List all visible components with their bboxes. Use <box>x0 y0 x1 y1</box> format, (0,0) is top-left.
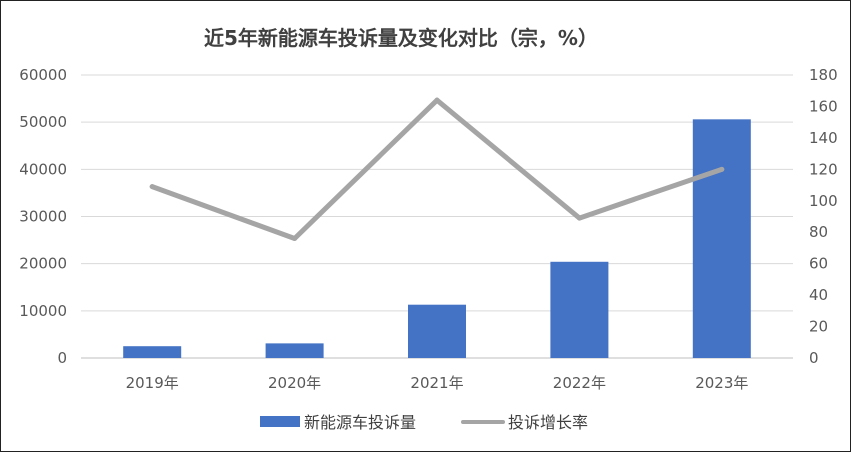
line-point <box>149 184 155 190</box>
bar <box>692 119 751 358</box>
line-point <box>292 236 298 242</box>
right-axis-tick-label: 80 <box>809 223 828 241</box>
line-point <box>434 97 440 103</box>
left-axis-tick-label: 40000 <box>19 160 67 178</box>
right-axis-tick-label: 60 <box>809 255 828 273</box>
line-point <box>576 215 582 221</box>
right-axis-tick-label: 120 <box>809 160 838 178</box>
line-series <box>149 97 725 242</box>
left-axis-tick-label: 20000 <box>19 255 67 273</box>
bar <box>265 343 324 358</box>
right-axis-tick-label: 180 <box>809 66 838 84</box>
left-axis-tick-label: 10000 <box>19 302 67 320</box>
left-axis-tick-label: 60000 <box>19 66 67 84</box>
right-axis-tick-label: 100 <box>809 192 838 210</box>
x-axis-tick-label: 2019年 <box>126 374 179 392</box>
right-axis-ticks: 0 20 40 60 80 100 120 140 160 180 <box>809 66 838 367</box>
bar <box>123 346 182 358</box>
right-axis-tick-label: 20 <box>809 318 828 336</box>
left-axis-ticks: 0 10000 20000 30000 40000 50000 60000 <box>19 66 67 367</box>
bar <box>408 304 466 358</box>
right-axis-tick-label: 40 <box>809 286 828 304</box>
right-axis-tick-label: 160 <box>809 97 838 115</box>
chart-title: 近5年新能源车投诉量及变化对比（宗，%） <box>204 26 598 50</box>
x-axis-tick-label: 2020年 <box>268 374 321 392</box>
left-axis-tick-label: 30000 <box>19 208 67 226</box>
x-axis-tick-label: 2021年 <box>410 374 463 392</box>
left-axis-tick-label: 50000 <box>19 113 67 131</box>
x-axis-ticks: 2019年 2020年 2021年 2022年 2023年 <box>126 374 749 392</box>
left-axis-tick-label: 0 <box>57 349 67 367</box>
legend-label-bar: 新能源车投诉量 <box>304 413 416 432</box>
x-axis-tick-label: 2023年 <box>695 374 748 392</box>
legend-label-line: 投诉增长率 <box>508 413 588 432</box>
bar <box>550 261 609 358</box>
gridlines <box>81 74 793 359</box>
x-axis-tick-label: 2022年 <box>553 374 606 392</box>
right-axis-tick-label: 140 <box>809 129 838 147</box>
legend-swatch-bar <box>260 416 300 427</box>
bar-series <box>123 119 751 358</box>
legend: 新能源车投诉量 投诉增长率 <box>260 413 588 432</box>
right-axis-tick-label: 0 <box>809 349 819 367</box>
line-point <box>719 166 725 172</box>
